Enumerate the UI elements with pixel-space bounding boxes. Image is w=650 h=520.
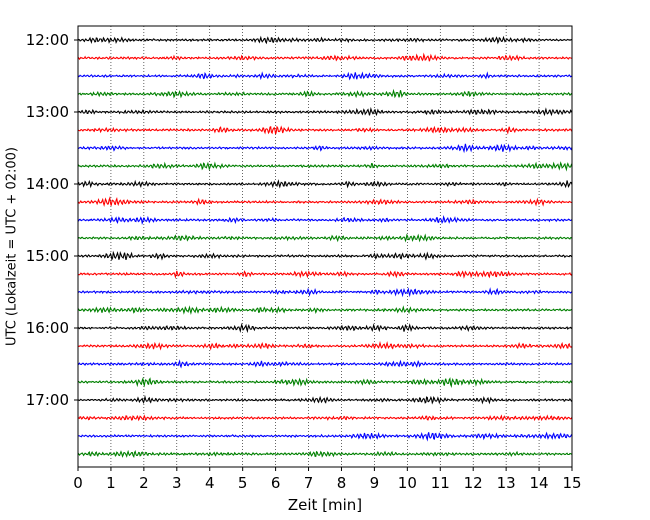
x-tick-label: 7 — [304, 474, 314, 492]
trace-1430 — [77, 215, 573, 226]
trace-1530 — [77, 287, 573, 298]
x-tick-label: 13 — [497, 474, 516, 492]
trace-group — [77, 35, 573, 459]
x-tick-label: 10 — [398, 474, 417, 492]
x-tick-label: 11 — [431, 474, 450, 492]
x-tick-label: 3 — [172, 474, 182, 492]
y-axis: 12:00 13:00 14:00 15:00 16:00 17:00 — [26, 31, 78, 409]
x-tick-label: 2 — [139, 474, 149, 492]
trace-1500 — [77, 250, 573, 261]
trace-1545 — [77, 305, 573, 315]
x-tick-label: 4 — [205, 474, 215, 492]
trace-1600 — [77, 322, 573, 334]
y-tick-label: 16:00 — [26, 319, 69, 337]
trace-1400 — [78, 179, 573, 189]
trace-1330 — [78, 143, 573, 154]
trace-1700 — [78, 394, 573, 405]
trace-1615 — [77, 340, 573, 351]
y-tick-label: 17:00 — [26, 391, 69, 409]
trace-1245 — [77, 88, 573, 99]
trace-1315 — [77, 125, 573, 135]
trace-1715 — [77, 414, 573, 422]
trace-1215 — [77, 52, 573, 62]
y-tick-label: 15:00 — [26, 247, 69, 265]
trace-1300 — [77, 106, 573, 117]
trace-1745 — [77, 449, 573, 459]
y-tick-label: 13:00 — [26, 103, 69, 121]
trace-1445 — [77, 233, 573, 243]
y-tick-label: 12:00 — [26, 31, 69, 49]
x-tick-label: 12 — [464, 474, 483, 492]
x-tick-label: 5 — [238, 474, 248, 492]
x-axis-title: Zeit [min] — [288, 496, 362, 514]
x-tick-label: 0 — [73, 474, 83, 492]
y-axis-title: UTC (Lokalzeit = UTC + 02:00) — [5, 147, 20, 346]
trace-1415 — [77, 195, 572, 207]
trace-1630 — [77, 359, 573, 369]
trace-1345 — [77, 161, 573, 172]
trace-1645 — [77, 376, 573, 389]
x-axis: 0 1 2 3 4 5 6 7 8 9 10 11 12 13 14 15 — [73, 467, 582, 492]
trace-1730 — [77, 431, 573, 442]
trace-1200 — [77, 35, 573, 45]
x-tick-label: 14 — [530, 474, 549, 492]
trace-1230 — [77, 71, 573, 81]
x-tick-label: 6 — [271, 474, 281, 492]
plot-frame — [77, 25, 573, 468]
x-tick-label: 9 — [370, 474, 380, 492]
y-tick-label: 14:00 — [26, 175, 69, 193]
trace-1515 — [77, 270, 573, 279]
x-tick-label: 8 — [337, 474, 347, 492]
x-tick-label: 15 — [562, 474, 581, 492]
x-tick-label: 1 — [106, 474, 116, 492]
